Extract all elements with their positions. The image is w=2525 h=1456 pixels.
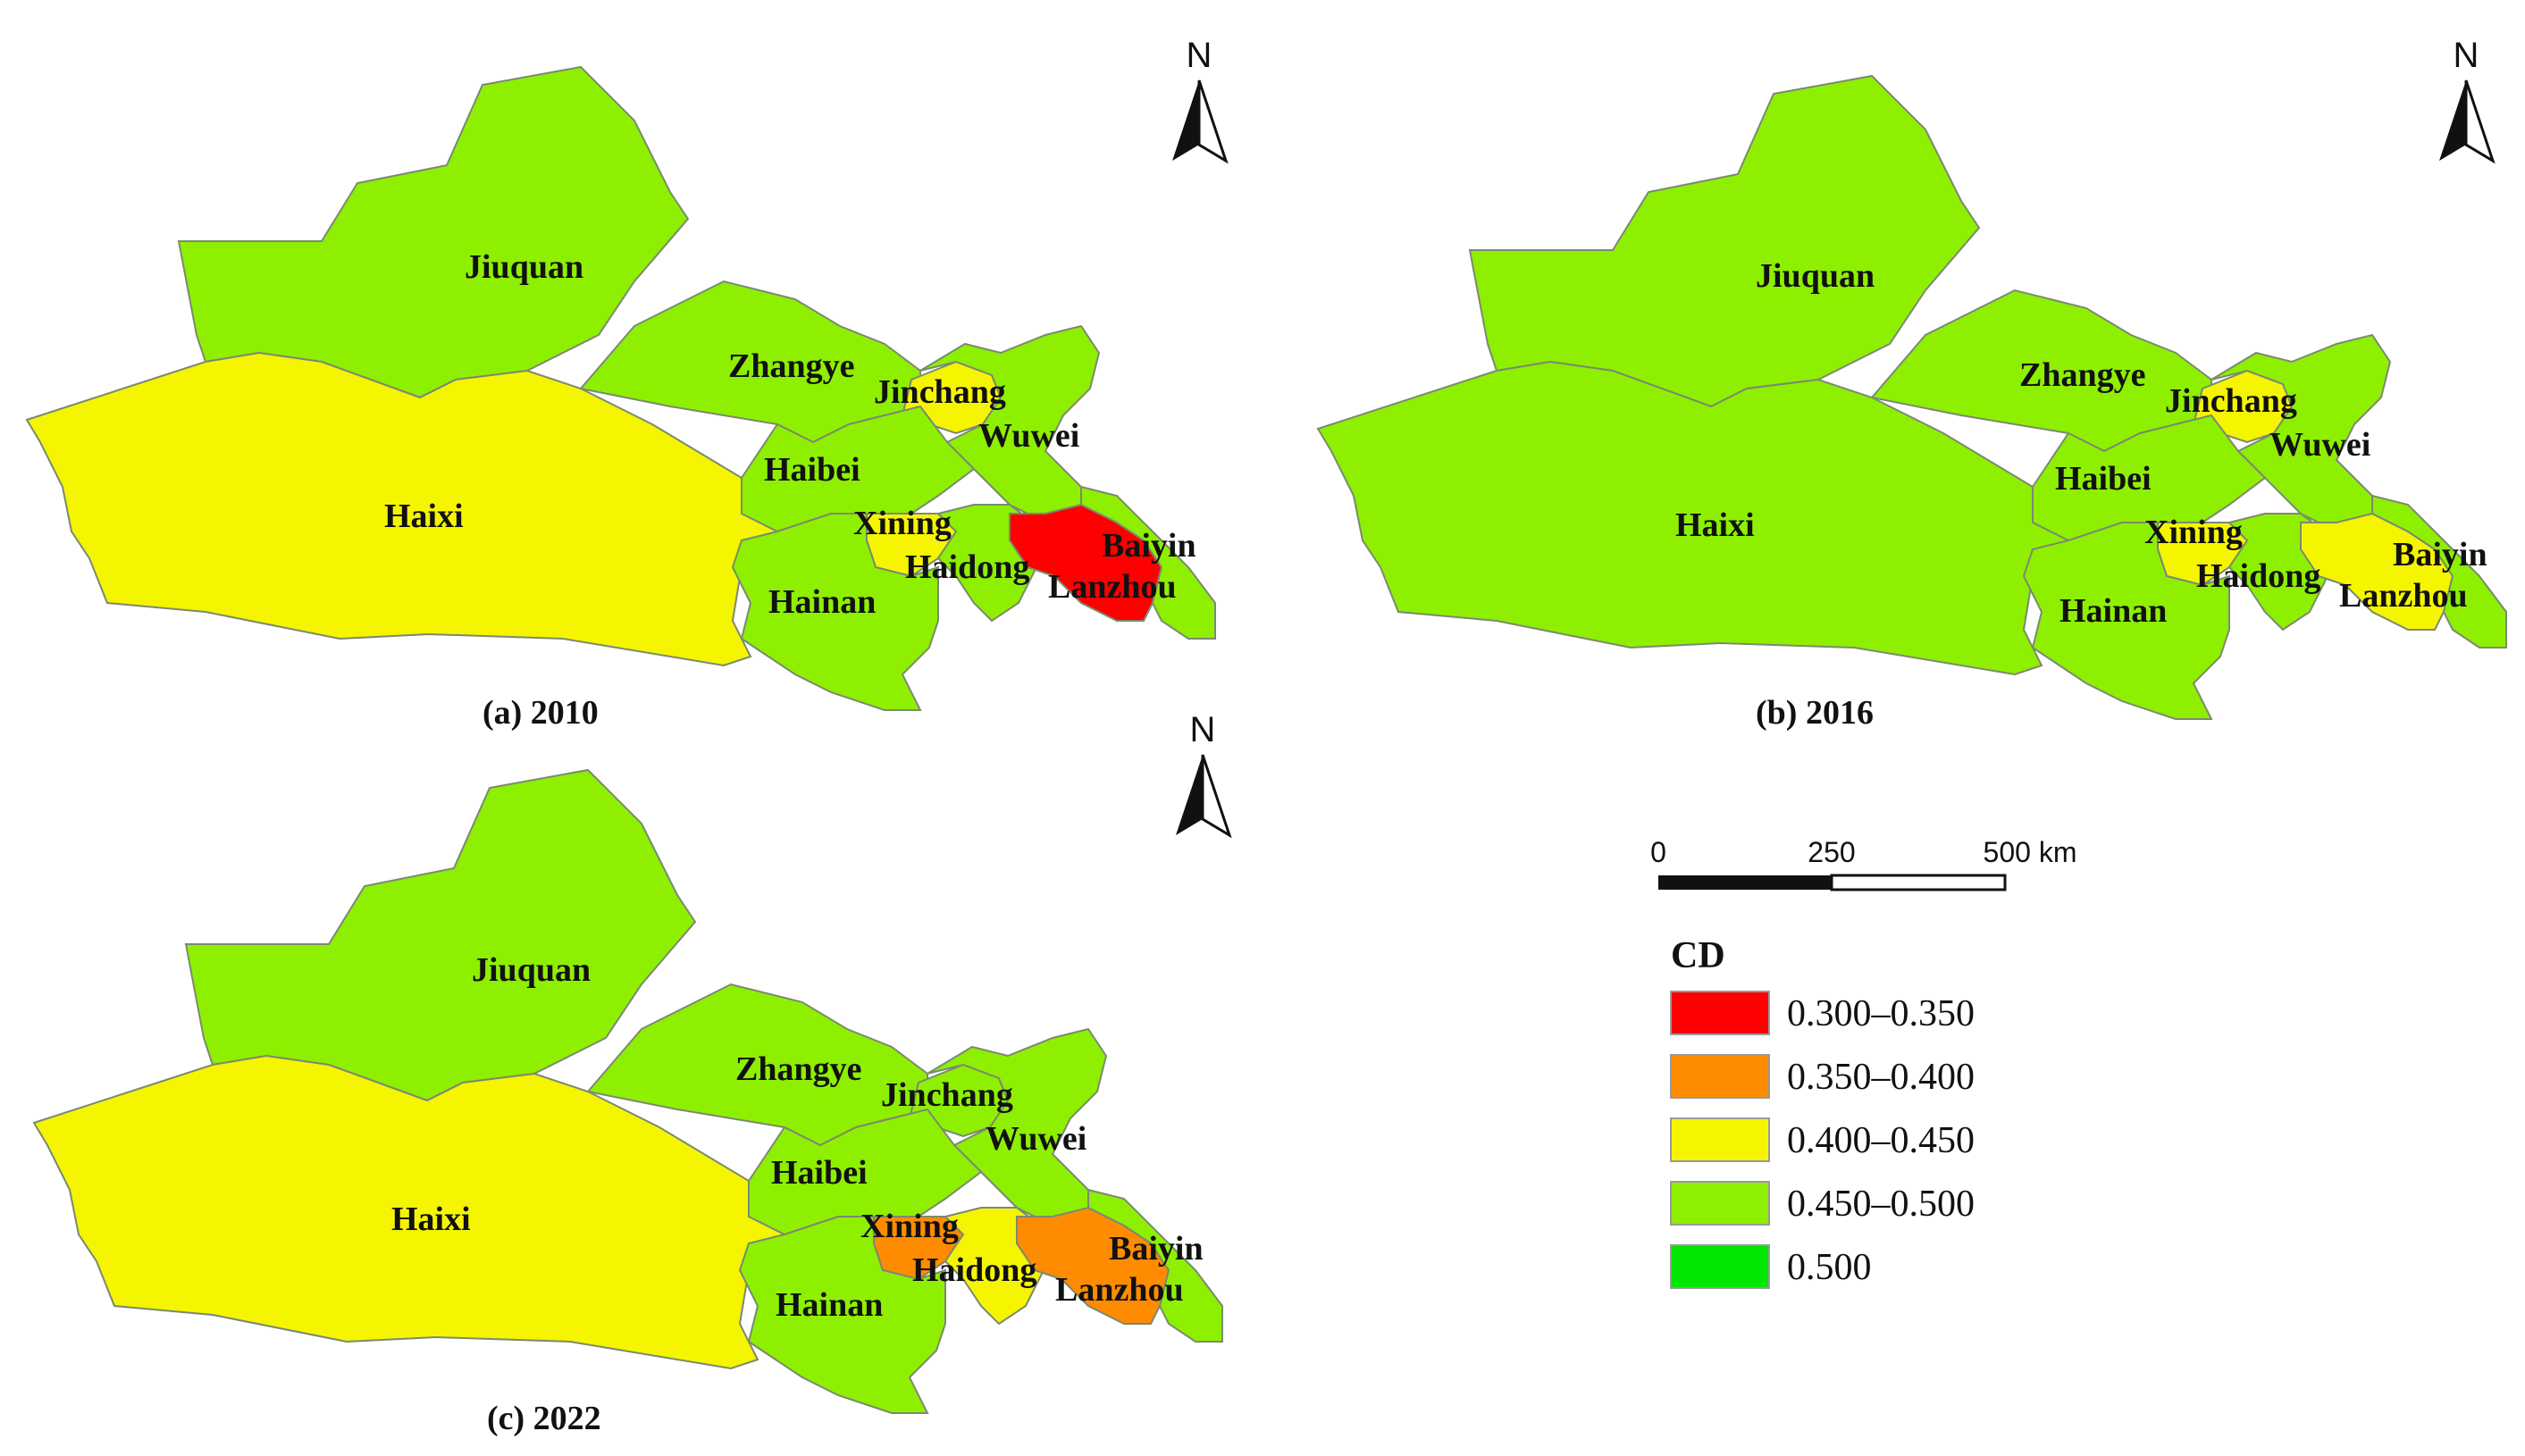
label-jinchang: Jinchang <box>2165 382 2297 420</box>
legend-label: 0.450–0.500 <box>1787 1184 1975 1225</box>
region-baiyin <box>1080 485 1216 640</box>
north-label: N <box>2454 36 2479 75</box>
map-panel-2016: Jiuquan Haixi Zhangye Jinchang Wuwei Haibei Xi… <box>1316 74 2507 720</box>
label-hainan: Hainan <box>2059 592 2167 630</box>
label-haixi: Haixi <box>384 498 464 535</box>
label-jiuquan: Jiuquan <box>1756 257 1875 295</box>
label-baiyin: Baiyin <box>1102 527 1196 565</box>
caption-2016: (b) 2016 <box>1756 694 1874 732</box>
region-jiuquan <box>184 768 697 1102</box>
label-lanzhou: Lanzhou <box>2339 577 2468 615</box>
region-hainan <box>2022 522 2230 720</box>
label-jinchang: Jinchang <box>881 1076 1013 1114</box>
region-haibei <box>2032 414 2267 542</box>
label-zhangye: Zhangye <box>728 347 854 385</box>
north-label: N <box>1187 36 1212 75</box>
legend-title: CD <box>1671 935 1725 976</box>
label-hainan: Hainan <box>776 1286 883 1324</box>
label-wuwei: Wuwei <box>978 417 1079 455</box>
region-baiyin <box>1087 1188 1223 1343</box>
map-panel-2010: Jiuquan Haixi Zhangye Jinchang Wuwei Hai… <box>25 65 1216 711</box>
scale-segment-black <box>1658 875 1832 890</box>
label-haidong: Haidong <box>912 1251 1036 1289</box>
label-baiyin: Baiyin <box>1109 1230 1204 1268</box>
region-hainan <box>738 1216 946 1414</box>
legend-label: 0.350–0.400 <box>1787 1057 1975 1098</box>
legend-swatch <box>1670 1181 1770 1226</box>
legend-swatch <box>1670 1054 1770 1099</box>
region-haixi <box>1316 360 2088 676</box>
label-haixi: Haixi <box>1675 506 1755 544</box>
map-panel-2022: Jiuquan Haixi Zhangye Jinchang Wuwei Haibei Xi… <box>32 768 1223 1414</box>
north-arrow-2016: N <box>2437 36 2495 163</box>
scale-label-250: 250 <box>1808 836 1855 868</box>
region-haixi <box>32 1054 804 1370</box>
north-arrow-2022: N <box>1174 710 1231 837</box>
legend-label: 0.300–0.350 <box>1787 993 1975 1034</box>
label-haixi: Haixi <box>391 1201 471 1238</box>
scale-bar: 0 250 500 km <box>1650 836 2077 891</box>
label-lanzhou: Lanzhou <box>1048 568 1177 606</box>
label-xining: Xining <box>853 505 952 542</box>
legend-swatch <box>1670 991 1770 1035</box>
label-jiuquan: Jiuquan <box>472 951 591 989</box>
label-baiyin: Baiyin <box>2393 536 2487 573</box>
legend: CD 0.300–0.350 0.350–0.400 0.400–0.450 0.45… <box>1670 935 1975 1289</box>
caption-2022: (c) 2022 <box>487 1400 601 1437</box>
label-hainan: Hainan <box>768 583 876 621</box>
region-jiuquan <box>1468 74 1981 408</box>
label-haibei: Haibei <box>771 1154 868 1192</box>
label-xining: Xining <box>2144 514 2243 551</box>
region-haibei <box>748 1108 983 1236</box>
label-zhangye: Zhangye <box>2019 356 2145 394</box>
region-baiyin <box>2371 494 2507 649</box>
label-haidong: Haidong <box>2196 557 2320 595</box>
region-haixi <box>25 351 797 667</box>
scale-label-500: 500 km <box>1984 836 2077 868</box>
region-haibei <box>741 405 976 533</box>
label-xining: Xining <box>860 1208 959 1245</box>
scale-segment-white <box>1830 874 2007 891</box>
label-zhangye: Zhangye <box>735 1050 861 1088</box>
north-arrow-2010: N <box>1170 36 1228 163</box>
label-haibei: Haibei <box>2055 460 2152 498</box>
label-haibei: Haibei <box>764 451 860 489</box>
caption-2010: (a) 2010 <box>482 694 599 732</box>
label-jinchang: Jinchang <box>874 373 1006 411</box>
north-label: N <box>1190 710 1216 749</box>
legend-label: 0.400–0.450 <box>1787 1120 1975 1161</box>
region-hainan <box>731 513 939 711</box>
label-haidong: Haidong <box>905 548 1029 586</box>
label-wuwei: Wuwei <box>2269 426 2370 464</box>
label-wuwei: Wuwei <box>986 1120 1086 1158</box>
legend-label: 0.500 <box>1787 1247 1872 1288</box>
region-jiuquan <box>177 65 690 399</box>
label-jiuquan: Jiuquan <box>465 248 583 286</box>
label-lanzhou: Lanzhou <box>1055 1271 1184 1309</box>
scale-label-0: 0 <box>1650 836 1666 868</box>
legend-swatch <box>1670 1117 1770 1162</box>
legend-swatch <box>1670 1244 1770 1289</box>
